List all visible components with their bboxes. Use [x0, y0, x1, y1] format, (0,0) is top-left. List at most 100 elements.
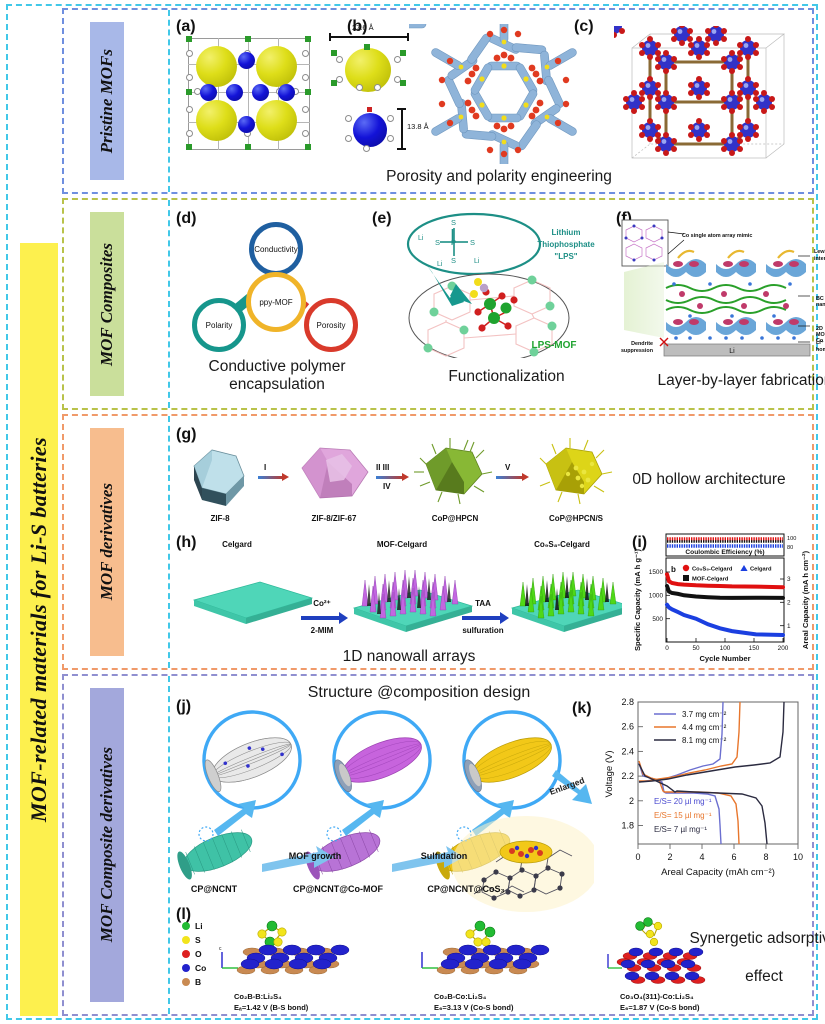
panel-l-energy-1: E₆=3.13 V (Co-S bond)	[434, 1003, 514, 1012]
outer-dashed-frame	[6, 4, 818, 1020]
svg-text:2.8: 2.8	[621, 697, 634, 707]
svg-text:E/S= 7 µl mg⁻¹: E/S= 7 µl mg⁻¹	[654, 825, 707, 834]
section-mof-composites: MOF Composites (d) Conductivity ppy-MOF …	[62, 198, 825, 410]
panel-e-bubble-line2: Thiophosphate	[537, 240, 595, 249]
panel-h-reagent-0a: Co²⁺	[313, 599, 331, 608]
svg-text:Coulombic Efficiency (%): Coulombic Efficiency (%)	[685, 549, 764, 556]
section-tag-label: MOF Composite derivatives	[97, 747, 116, 943]
panel-a-dim-side: 13.8 Å	[407, 122, 429, 131]
node-ppy-mof: ppy-MOF	[246, 272, 306, 332]
panel-label-l: (l)	[176, 906, 192, 923]
chart-panel-i: Coulombic Efficiency (%) 100 80 b Co₉S₈-…	[633, 533, 810, 663]
svg-text:b: b	[671, 565, 676, 574]
svg-text:E/S= 20 µl mg⁻¹: E/S= 20 µl mg⁻¹	[654, 797, 712, 806]
svg-text:Li: Li	[474, 258, 480, 265]
panel-a-crystal-left	[182, 34, 317, 154]
svg-text:4.4 mg cm⁻²: 4.4 mg cm⁻²	[682, 723, 727, 732]
caption-panel-d-line1: Conductive polymer	[208, 358, 346, 375]
node-conductivity: Conductivity	[249, 222, 303, 276]
panel-g-step-2: CoP@HPCN	[431, 514, 479, 523]
svg-text:4: 4	[699, 852, 704, 862]
svg-text:2: 2	[667, 852, 672, 862]
panel-label-b: (b)	[347, 18, 368, 35]
svg-text:0: 0	[665, 645, 669, 652]
caption-panel-d-line2: encapsulation	[229, 376, 325, 393]
svg-text:3: 3	[787, 576, 791, 583]
caption-panel-l-line1: Synergetic adsorptive	[689, 930, 825, 947]
svg-text:500: 500	[652, 616, 663, 623]
panel-h-step-2: Co₉S₈-Celgard	[534, 540, 590, 549]
svg-text:E/S= 15 µl mg⁻¹: E/S= 15 µl mg⁻¹	[654, 811, 712, 820]
panel-f-ann-1: Lewis acid–base interaction	[814, 249, 825, 263]
panel-h-step-0: Celgard	[222, 540, 252, 549]
caption-pristine: Porosity and polarity engineering	[386, 168, 612, 185]
panel-c-cubic-mof	[614, 26, 786, 159]
panel-f-ann-2: BC nanochains	[816, 296, 825, 308]
panel-g-arrow-1	[258, 473, 289, 481]
panel-f-ann-5: Dendrite suppression	[620, 341, 653, 355]
panel-h-step-1: MOF-Celgard	[376, 540, 428, 549]
svg-text:S: S	[451, 218, 456, 227]
svg-text:1000: 1000	[649, 593, 664, 600]
svg-text:6: 6	[731, 852, 736, 862]
caption-panel-e: Functionalization	[448, 368, 565, 385]
panel-h-membrane-route	[192, 569, 622, 632]
svg-text:Celgard: Celgard	[750, 567, 772, 573]
panel-label-c: (c)	[574, 18, 594, 35]
panel-h-arrow-1	[301, 612, 348, 624]
master-title-text: MOF-related materials for Li-S batteries	[26, 436, 51, 823]
section-tag-composites: MOF Composites	[90, 212, 124, 396]
section-tag-pristine: Pristine MOFs	[90, 22, 124, 180]
svg-text:10: 10	[793, 852, 803, 862]
svg-text:Voltage (V): Voltage (V)	[604, 751, 615, 798]
node-conductivity-label: Conductivity	[254, 244, 298, 254]
panel-l-formula-2: Co₃O₄(311)-Co:Li₂S₄	[620, 992, 694, 1001]
panel-j-step-0: CP@NCNT	[190, 884, 238, 894]
panel-j-step-1: CP@NCNT@Co-MOF	[292, 884, 384, 894]
svg-text:100: 100	[720, 645, 731, 652]
panel-j-tube-route	[177, 710, 594, 912]
section-tag-label: MOF Composites	[97, 242, 116, 366]
svg-text:8.1 mg cm⁻²: 8.1 mg cm⁻²	[682, 736, 727, 745]
section-tag-label: MOF derivatives	[97, 483, 116, 601]
panel-label-j: (j)	[176, 698, 192, 715]
caption-panel-g: 0D hollow architecture	[632, 471, 786, 488]
panel-e-inner-label: LPS-MOF	[531, 340, 577, 351]
section-divider	[168, 676, 170, 1014]
svg-text:1500: 1500	[649, 569, 664, 576]
section-divider	[168, 416, 170, 668]
panel-l-energy-0: Eₐ=1.42 V (B-S bond)	[234, 1003, 309, 1012]
panel-a-cage-small	[339, 105, 409, 153]
panel-e-lps-mof: S P S S S Li Li Li	[406, 212, 570, 358]
svg-text:200: 200	[778, 645, 789, 652]
panel-h-reagent-1b: sulfuration	[462, 626, 504, 635]
panel-label-g: (g)	[176, 426, 197, 443]
caption-panel-l-line2: effect	[745, 968, 783, 985]
panel-g-arrow-label-1: I	[264, 463, 267, 472]
panel-label-a: (a)	[176, 18, 196, 35]
svg-text:80: 80	[787, 545, 793, 551]
svg-text:2.4: 2.4	[621, 746, 634, 756]
svg-text:c: c	[219, 946, 222, 952]
svg-text:Li: Li	[437, 261, 443, 268]
panel-f-ann-3: 2D MOF-Co	[816, 326, 825, 344]
svg-text:S: S	[435, 238, 440, 247]
panel-e-bubble-line3: "LPS"	[554, 252, 578, 261]
node-porosity: Porosity	[304, 298, 358, 352]
panel-l-structure-2	[421, 920, 550, 975]
legend-label-li: Li	[195, 921, 203, 931]
svg-text:2: 2	[629, 796, 634, 806]
svg-text:1: 1	[787, 623, 791, 630]
panel-h-arrow-2	[462, 612, 509, 624]
panel-g-arrow-3	[496, 473, 529, 481]
svg-text:100: 100	[787, 536, 796, 542]
panel-g-arrow-label-3: IV	[383, 482, 391, 491]
panel-label-d: (d)	[176, 210, 197, 227]
svg-text:0: 0	[635, 852, 640, 862]
panel-g-arrow-label-2: II III	[376, 463, 390, 472]
legend-dot-li	[182, 922, 190, 930]
svg-text:Areal Capacity (mAh cm⁻²): Areal Capacity (mAh cm⁻²)	[661, 867, 775, 878]
section-tag-derivatives: MOF derivatives	[90, 428, 124, 656]
svg-text:50: 50	[692, 645, 700, 652]
panel-l-formula-1: Co₂B-Co:Li₂S₄	[434, 992, 487, 1001]
